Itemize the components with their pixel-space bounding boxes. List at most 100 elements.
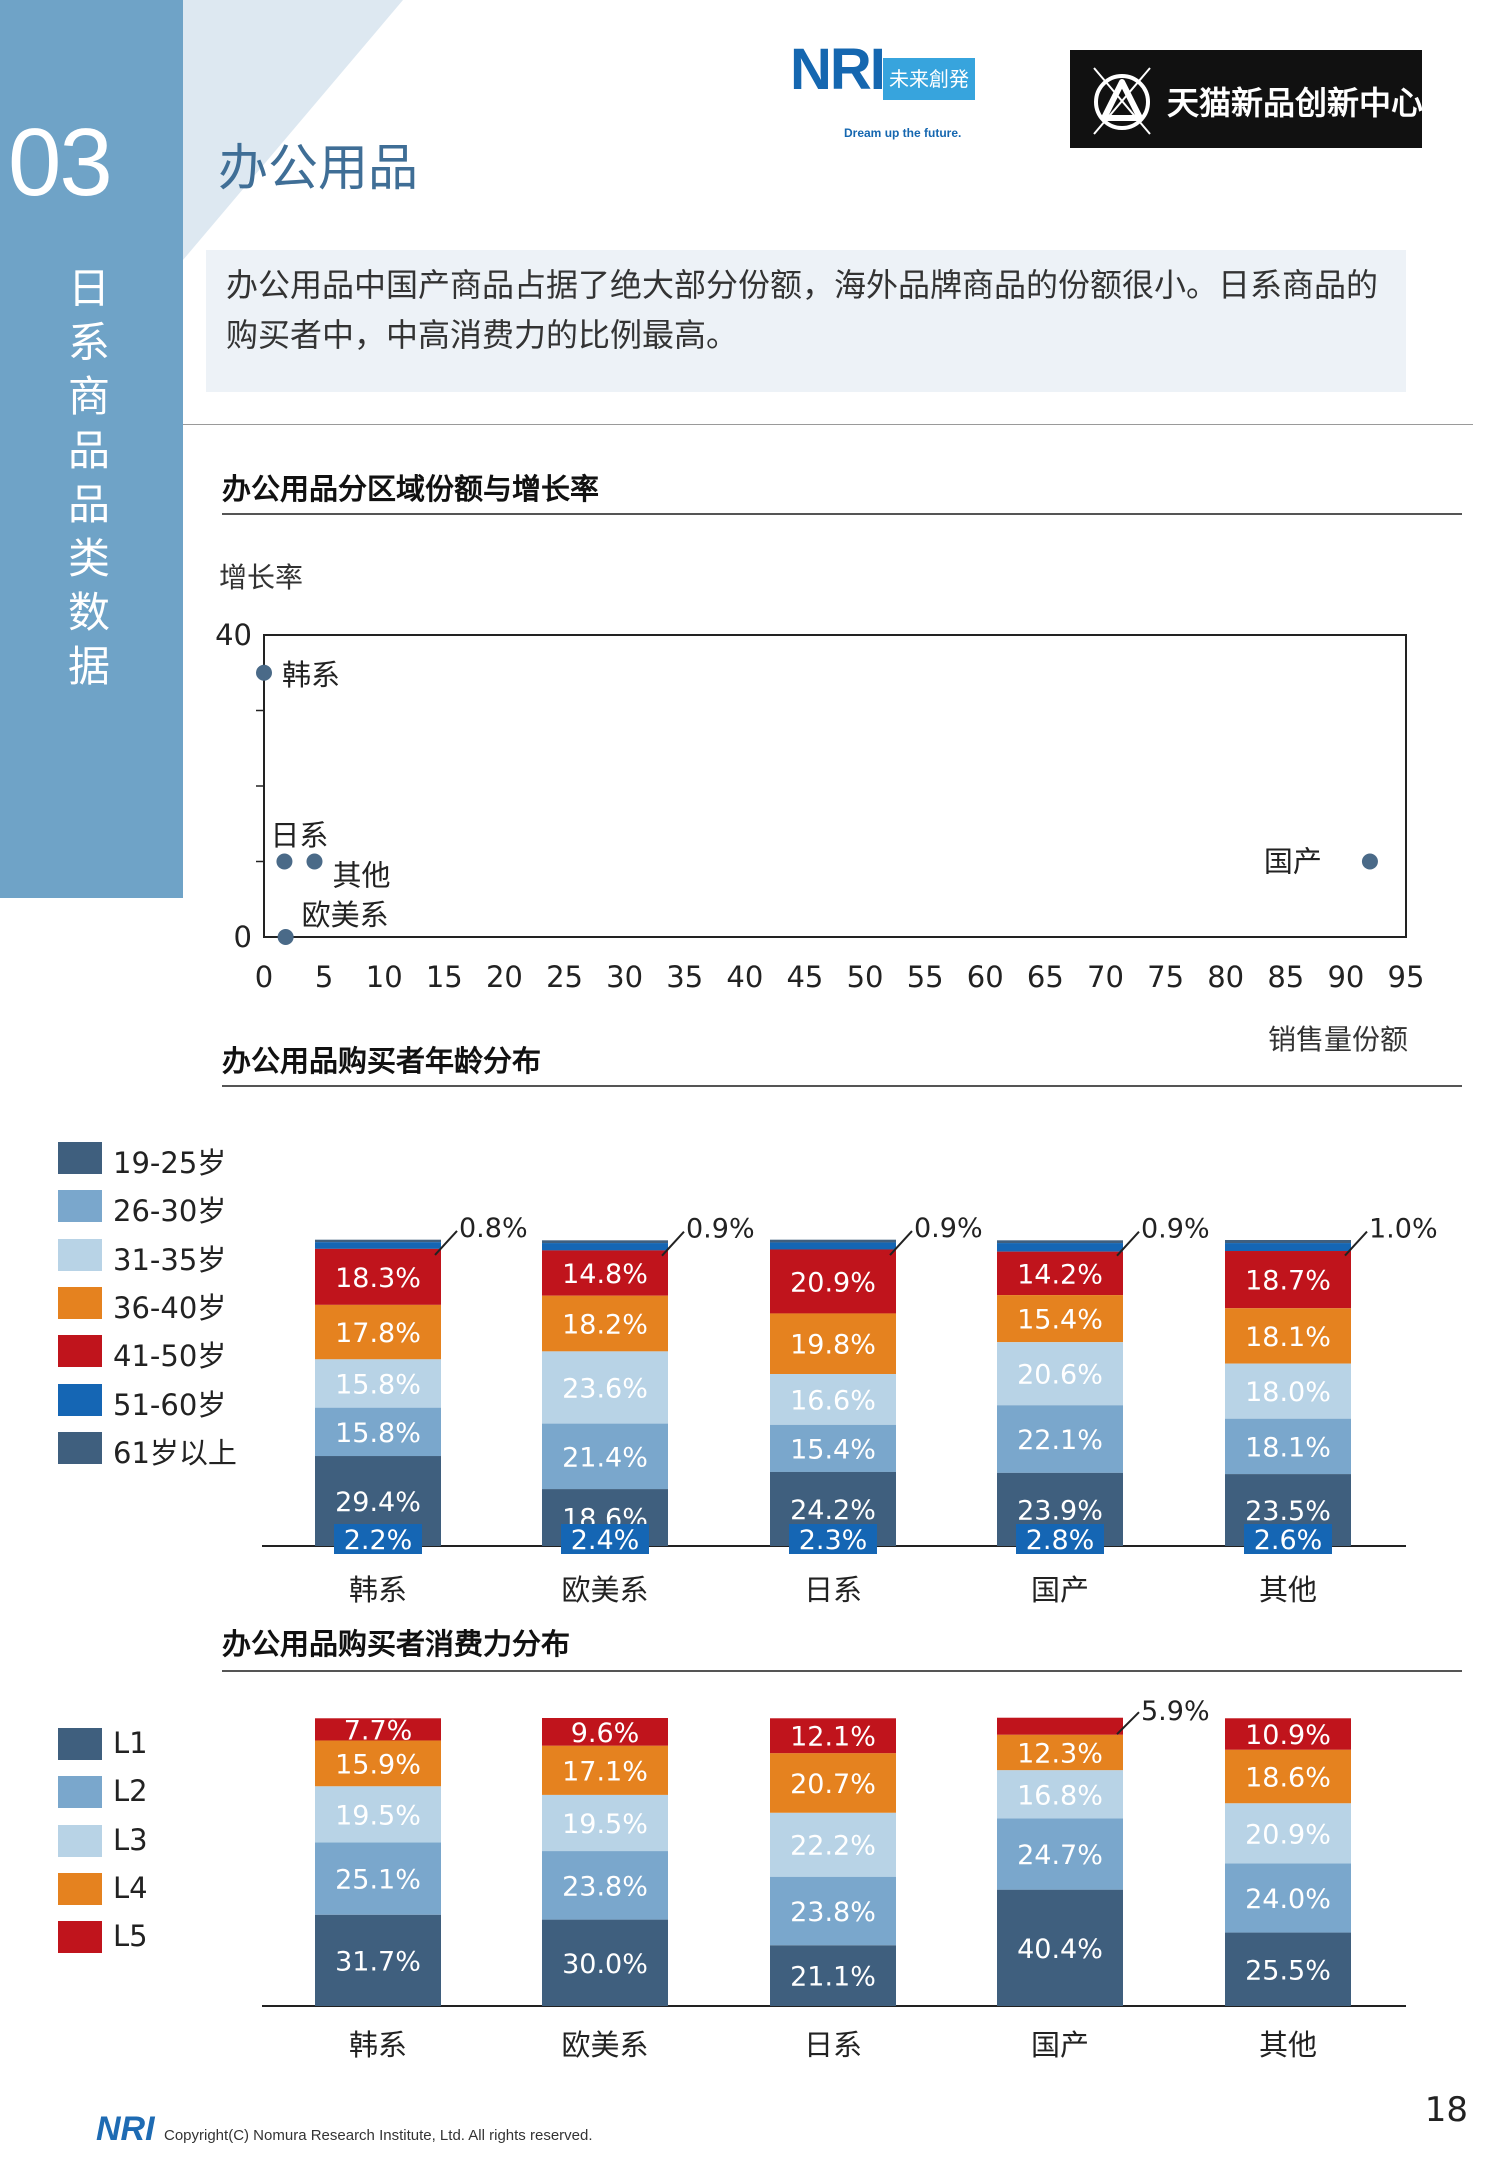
bar-value-label: 23.8%: [790, 1897, 876, 1928]
bar-segment: [542, 1745, 668, 1795]
legend-label: L1: [113, 1726, 148, 1760]
tmall-emblem-icon: [1093, 67, 1151, 135]
category-label: 韩系: [349, 2028, 407, 2062]
category-label: 国产: [1031, 2028, 1089, 2062]
bar-segment: [542, 1794, 668, 1852]
bar-value-label: 14.8%: [562, 1259, 648, 1290]
page-title: 办公用品: [218, 139, 418, 197]
bar-value-label: 2.4%: [571, 1525, 640, 1556]
legend-label: L2: [113, 1774, 148, 1809]
bar-segment: [1225, 1308, 1351, 1364]
bar-segment: [1225, 1932, 1351, 2006]
bar-segment: [315, 1242, 441, 1249]
bar-value-label: 16.6%: [790, 1385, 876, 1416]
bar-segment: [770, 1242, 896, 1250]
category-label: 日系: [804, 2028, 862, 2062]
x-tick-label: 20: [486, 960, 523, 994]
bar-segment: [542, 1243, 668, 1251]
bar-value-label: 18.3%: [335, 1263, 421, 1294]
divider: [222, 1085, 1462, 1087]
bar-segment: [315, 1786, 441, 1843]
age-chart-title: 办公用品购买者年龄分布: [222, 1044, 542, 1078]
x-tick-label: 35: [666, 960, 703, 994]
x-tick-label: 90: [1327, 960, 1364, 994]
divider: [222, 1670, 1462, 1672]
bar-segment: [1225, 1418, 1351, 1475]
bar-value-label: 0.8%: [459, 1213, 528, 1244]
bar-value-label: 20.9%: [790, 1267, 876, 1298]
bar-segment: [315, 1407, 441, 1457]
bar-value-pill: [334, 1524, 422, 1554]
bar-segment: [997, 1717, 1123, 1735]
bar-value-pill: [561, 1524, 649, 1554]
bar-value-label: 14.2%: [1017, 1259, 1103, 1290]
callout-line: [434, 1230, 458, 1256]
category-label: 其他: [1259, 1573, 1317, 1607]
legend-swatch: [58, 1142, 102, 1174]
bar-value-label: 40.4%: [1017, 1934, 1103, 1965]
legend-swatch: [58, 1383, 102, 1416]
x-tick-label: 95: [1388, 960, 1425, 994]
callout-line: [1116, 1711, 1140, 1735]
x-tick-label: 55: [907, 960, 944, 994]
bar-segment: [997, 1240, 1123, 1244]
bar-value-label: 20.9%: [1245, 1819, 1331, 1850]
bar-segment: [315, 1304, 441, 1360]
decorative-triangle: [183, 0, 403, 260]
bar-value-label: 2.8%: [1026, 1525, 1095, 1556]
legend-swatch: [58, 1921, 102, 1954]
bar-segment: [997, 1243, 1123, 1252]
bar-segment: [542, 1295, 668, 1352]
callout-line: [889, 1230, 913, 1256]
bar-value-label: 2.2%: [344, 1525, 413, 1556]
bar-segment: [1225, 1243, 1351, 1252]
bar-segment: [997, 1770, 1123, 1819]
bar-segment: [542, 1423, 668, 1490]
bar-segment: [997, 1342, 1123, 1406]
bar-value-label: 17.8%: [335, 1318, 421, 1349]
scatter-point: [256, 664, 272, 681]
x-tick-label: 85: [1267, 960, 1304, 994]
bar-value-label: 15.4%: [1017, 1305, 1103, 1336]
legend-swatch: [58, 1431, 102, 1464]
bar-value-label: 15.8%: [335, 1370, 421, 1401]
category-label: 欧美系: [561, 1573, 648, 1607]
bar-value-label: 22.2%: [790, 1831, 876, 1862]
bar-value-label: 0.9%: [686, 1214, 755, 1245]
scatter-point: [1361, 853, 1378, 870]
bar-segment: [770, 1718, 896, 1754]
bar-segment: [997, 1295, 1123, 1343]
copyright-text: Copyright(C) Nomura Research Institute, …: [164, 2127, 593, 2144]
callout-line: [1116, 1231, 1140, 1257]
scatter-point: [276, 853, 293, 870]
summary-text: 办公用品中国产商品占据了绝大部分份额，海外品牌商品的份额很小。日系商品的购买者中…: [226, 266, 1379, 354]
bar-value-label: 16.8%: [1017, 1780, 1103, 1811]
bar-value-label: 21.4%: [562, 1442, 648, 1473]
bar-segment: [770, 1424, 896, 1472]
bar-segment: [542, 1919, 668, 2006]
legend-swatch: [58, 1872, 102, 1905]
callout-line: [661, 1231, 685, 1257]
bar-value-label: 18.2%: [562, 1310, 648, 1341]
legend-label: L5: [113, 1919, 148, 1954]
bar-value-label: 20.7%: [790, 1769, 876, 1800]
legend-label: L3: [113, 1822, 148, 1857]
bar-value-label: 31.7%: [335, 1946, 421, 1977]
bar-segment: [1225, 1240, 1351, 1244]
nri-logo-tag: 未来創発: [883, 58, 975, 100]
scatter-point: [277, 929, 294, 945]
scatter-chart-title: 办公用品分区域份额与增长率: [222, 472, 600, 506]
bar-segment: [315, 1842, 441, 1915]
bar-value-label: 29.4%: [335, 1487, 421, 1518]
bar-segment: [542, 1250, 668, 1296]
bar-segment: [315, 1718, 441, 1741]
y-tick-label: 40: [215, 618, 252, 652]
bar-value-label: 7.7%: [344, 1715, 413, 1746]
x-tick-label: 60: [967, 960, 1004, 994]
spending-stacked-bar-chart: 31.7% 25.1% 19.5% 15.9%7.7% 韩系 30.0% 23.8% 19.5…: [262, 1696, 1406, 2062]
bar-segment: [315, 1740, 441, 1787]
bar-segment: [542, 1718, 668, 1746]
legend-swatch: [58, 1776, 102, 1809]
bar-value-label: 21.1%: [790, 1962, 876, 1993]
category-label: 国产: [1031, 1573, 1089, 1607]
